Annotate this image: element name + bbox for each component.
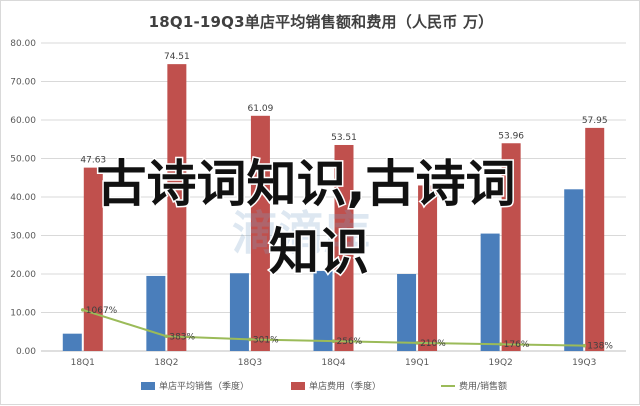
bar-cost — [83, 167, 103, 351]
bar-data-label: 53.96 — [498, 131, 524, 141]
y-tick-label: 10.00 — [10, 309, 36, 319]
bar-sales — [62, 333, 82, 351]
x-tick-label: 18Q4 — [321, 358, 346, 368]
bar-cost — [250, 115, 270, 351]
ratio-point — [498, 342, 503, 347]
line-data-label: 256% — [337, 337, 363, 347]
y-tick-label: 20.00 — [10, 270, 36, 280]
bar-data-label: 47.63 — [80, 156, 106, 166]
bar-cost — [501, 143, 521, 351]
x-tick-label: 18Q3 — [238, 358, 262, 368]
y-tick-label: 60.00 — [10, 116, 36, 126]
watermark-text-line1: 古诗词知识,古诗词 — [97, 155, 516, 213]
x-tick-label: 18Q2 — [154, 358, 178, 368]
line-data-label: 210% — [420, 339, 446, 349]
y-tick-label: 70.00 — [10, 78, 36, 88]
bar-data-label: 43 — [422, 173, 433, 183]
bar-cost — [418, 185, 438, 351]
line-data-label: 138% — [587, 342, 613, 352]
ratio-point — [582, 343, 587, 348]
legend-swatch — [291, 382, 305, 390]
ratio-point — [415, 341, 419, 345]
x-tick-label: 19Q3 — [572, 358, 596, 368]
bar-sales — [397, 274, 417, 351]
ratio-point — [331, 339, 336, 343]
bar-data-label: 53.51 — [331, 133, 357, 143]
bar-cost — [334, 144, 354, 351]
y-tick-label: 0.00 — [16, 347, 36, 357]
x-tick-label: 19Q1 — [405, 358, 429, 368]
bar-data-label: 61.09 — [248, 104, 274, 114]
bar-sales — [146, 275, 166, 351]
chart-title: 18Q1-19Q3单店平均销售额和费用（人民币 万） — [148, 13, 494, 31]
y-tick-label: 80.00 — [10, 39, 36, 49]
x-tick-label: 19Q2 — [489, 358, 513, 368]
watermark-faint-text: 滴滴库 — [232, 206, 370, 260]
ratio-point — [80, 308, 85, 312]
bar-sales — [229, 273, 249, 351]
y-tick-label: 50.00 — [10, 155, 36, 165]
bar-data-label: 57.95 — [582, 116, 608, 126]
legend-swatch — [141, 382, 155, 390]
ratio-point — [164, 334, 169, 339]
line-data-label: 383% — [169, 332, 195, 342]
line-data-label: 1067% — [86, 306, 118, 316]
y-tick-label: 30.00 — [10, 232, 36, 242]
legend-label: 单店费用（季度） — [309, 380, 381, 392]
watermark-text-line2: 知识 — [269, 223, 369, 281]
bar-sales — [313, 270, 333, 351]
line-data-label: 176% — [504, 340, 530, 350]
line-data-label: 301% — [253, 335, 279, 345]
y-tick-label: 40.00 — [10, 193, 36, 203]
legend-label: 单店平均销售（季度） — [159, 380, 249, 392]
ratio-point — [248, 337, 252, 342]
x-tick-label: 18Q1 — [71, 358, 95, 368]
bar-cost — [585, 127, 605, 351]
bar-sales — [480, 233, 500, 351]
bar-data-label: 74.51 — [164, 52, 190, 62]
bar-cost — [167, 64, 187, 351]
bar-sales — [564, 189, 584, 351]
legend-label: 费用/销售额 — [459, 380, 507, 392]
